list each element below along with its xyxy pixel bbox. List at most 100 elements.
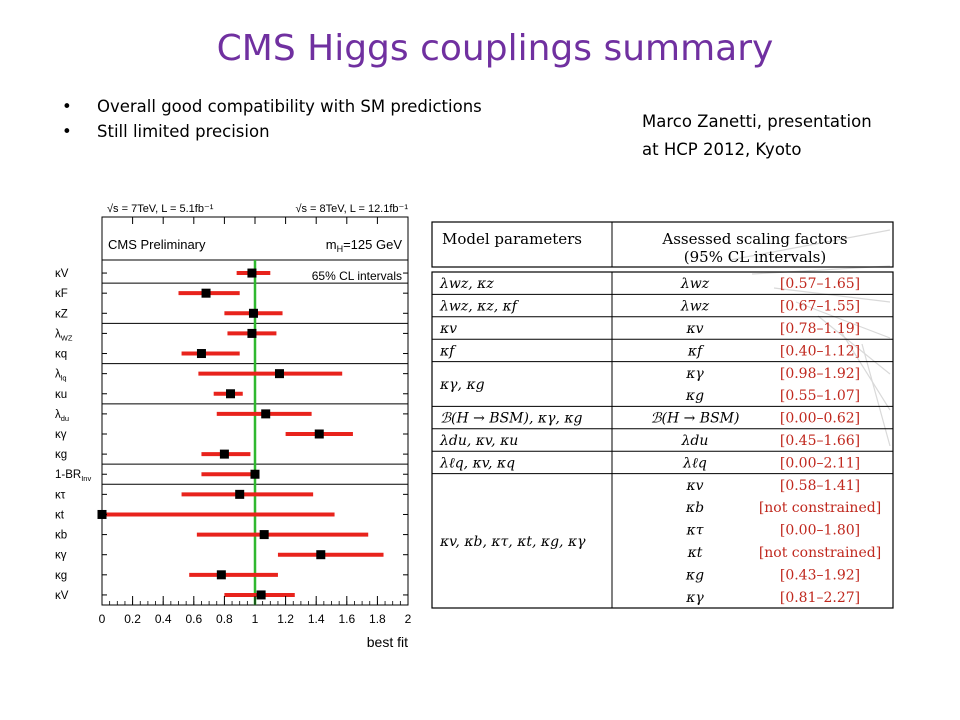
best-fit-marker bbox=[247, 268, 257, 278]
cl-interval: [0.78–1.19] bbox=[780, 321, 860, 337]
scaling-factor: λℓq bbox=[682, 455, 707, 471]
model-parameters: κv, κb, κτ, κt, κg, κγ bbox=[439, 534, 586, 550]
x-tick-label: 0 bbox=[99, 612, 106, 626]
bullet-list: Overall good compatibility with SM predi… bbox=[62, 94, 482, 144]
watermark-stroke bbox=[817, 315, 891, 375]
row-label: κτ bbox=[55, 489, 66, 501]
model-parameters: λwz, κz, κf bbox=[439, 299, 520, 315]
credit-line: at HCP 2012, Kyoto bbox=[642, 140, 802, 159]
row-label: 1-BRInv bbox=[55, 469, 91, 483]
scaling-factors-table: Model parameters Assessed scaling factors… bbox=[431, 221, 894, 609]
cl-interval: [0.00–0.62] bbox=[780, 411, 860, 427]
scaling-factor: λwz bbox=[680, 276, 710, 292]
best-fit-marker bbox=[247, 328, 257, 338]
cl-interval: [0.57–1.65] bbox=[780, 276, 860, 292]
model-parameters: κγ, κg bbox=[439, 377, 485, 393]
best-fit-marker bbox=[201, 288, 211, 298]
scaling-factor: κg bbox=[685, 388, 704, 404]
best-fit-marker bbox=[248, 308, 258, 318]
row-label: κV bbox=[55, 268, 69, 280]
watermark-stroke bbox=[861, 343, 891, 447]
best-fit-marker bbox=[256, 590, 266, 600]
watermark-stroke bbox=[729, 229, 891, 261]
cl-interval: [0.45–1.66] bbox=[780, 433, 860, 449]
row-label: κγ bbox=[55, 429, 67, 441]
scaling-factor: κb bbox=[685, 500, 704, 516]
watermark-stroke bbox=[839, 329, 891, 411]
scaling-factor: κv bbox=[685, 321, 703, 337]
row-label: κV bbox=[55, 590, 69, 602]
scaling-factor: λwz bbox=[680, 299, 710, 315]
scaling-factor: ℬ(H → BSM) bbox=[651, 411, 740, 427]
scaling-factor: κg bbox=[685, 567, 704, 583]
scaling-factor: κv bbox=[685, 478, 703, 494]
energy-label-7tev: √s = 7TeV, L = 5.1fb⁻¹ bbox=[107, 203, 214, 215]
row-label: κu bbox=[55, 389, 67, 401]
cl-interval: [0.00–2.11] bbox=[780, 455, 860, 471]
scaling-factor: κγ bbox=[685, 366, 704, 382]
best-fit-marker bbox=[219, 449, 229, 459]
x-tick-label: 0.6 bbox=[185, 612, 202, 626]
table-header-right: Assessed scaling factors bbox=[661, 230, 847, 248]
presentation-credit: Marco Zanetti, presentation at HCP 2012,… bbox=[642, 108, 942, 164]
x-tick-label: 1 bbox=[252, 612, 259, 626]
scaling-factor: κτ bbox=[686, 523, 704, 539]
credit-line: Marco Zanetti, presentation bbox=[642, 112, 872, 131]
energy-label-8tev: √s = 8TeV, L = 12.1fb⁻¹ bbox=[295, 203, 408, 215]
best-fit-marker bbox=[261, 409, 271, 419]
best-fit-marker bbox=[274, 369, 284, 379]
row-label: λWZ bbox=[55, 328, 73, 342]
best-fit-marker bbox=[216, 570, 226, 580]
best-fit-marker bbox=[259, 530, 269, 540]
slide-title: CMS Higgs couplings summary bbox=[216, 28, 774, 69]
table-header-right: (95% CL intervals) bbox=[684, 248, 826, 266]
cl-interval: [0.40–1.12] bbox=[780, 343, 860, 359]
cl-interval: [not constrained] bbox=[759, 545, 881, 561]
watermark-stroke bbox=[773, 287, 891, 303]
cl-interval: [0.00–1.80] bbox=[780, 523, 860, 539]
best-fit-marker bbox=[316, 550, 326, 560]
x-tick-label: 1.2 bbox=[277, 612, 294, 626]
row-label: κq bbox=[55, 349, 67, 361]
model-parameters: λdu, κv, κu bbox=[439, 433, 518, 449]
x-axis-label: best fit bbox=[367, 634, 408, 650]
mass-label: mH=125 GeV bbox=[326, 237, 403, 254]
row-label: λdu bbox=[55, 409, 69, 423]
best-fit-marker bbox=[314, 429, 324, 439]
bullet-item: Overall good compatibility with SM predi… bbox=[62, 94, 482, 119]
watermark-stroke bbox=[795, 301, 891, 339]
cl-interval: [0.55–1.07] bbox=[780, 388, 860, 404]
scaling-factor: κγ bbox=[685, 590, 704, 606]
cl-interval: [0.58–1.41] bbox=[780, 478, 860, 494]
table-header-frame bbox=[431, 221, 894, 268]
bullet-item: Still limited precision bbox=[62, 119, 482, 144]
table-header-left: Model parameters bbox=[442, 230, 582, 248]
model-parameters: ℬ(H → BSM), κγ, κg bbox=[440, 411, 583, 427]
best-fit-marker bbox=[226, 389, 236, 399]
model-parameters: λwz, κz bbox=[439, 276, 494, 292]
x-tick-label: 0.4 bbox=[155, 612, 172, 626]
cl-interval: [0.98–1.92] bbox=[780, 366, 860, 382]
x-tick-label: 0.8 bbox=[216, 612, 233, 626]
row-label: κg bbox=[55, 570, 67, 582]
couplings-chart: √s = 7TeV, L = 5.1fb⁻¹ √s = 8TeV, L = 12.… bbox=[55, 203, 412, 650]
cl-interval: [0.67–1.55] bbox=[780, 299, 860, 315]
model-parameters: κv bbox=[439, 321, 457, 337]
x-tick-label: 0.2 bbox=[124, 612, 141, 626]
cl-interval: [0.43–1.92] bbox=[780, 567, 860, 583]
model-parameters: κf bbox=[439, 343, 457, 359]
x-tick-label: 1.4 bbox=[308, 612, 325, 626]
row-label: κγ bbox=[55, 550, 67, 562]
model-parameters: λℓq, κv, κq bbox=[439, 455, 515, 471]
table-body-frame bbox=[431, 271, 894, 609]
best-fit-marker bbox=[196, 349, 206, 359]
row-label: κF bbox=[55, 288, 68, 300]
row-label: κt bbox=[55, 509, 65, 521]
row-label: κg bbox=[55, 449, 67, 461]
scaling-factor: κt bbox=[687, 545, 703, 561]
x-tick-label: 1.8 bbox=[369, 612, 386, 626]
cl-interval: [0.81–2.27] bbox=[780, 590, 860, 606]
experiment-label: CMS Preliminary bbox=[108, 237, 206, 252]
scaling-factor: λdu bbox=[681, 433, 709, 449]
row-label: λlq bbox=[55, 369, 67, 383]
